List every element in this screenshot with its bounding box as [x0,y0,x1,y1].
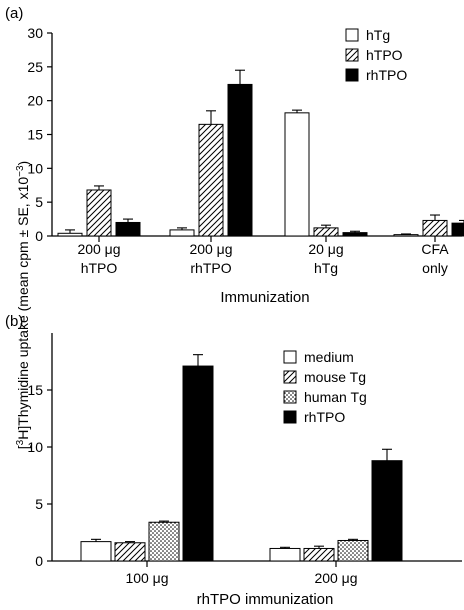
panel-a-bar-htg [169,229,195,237]
panel-a-category-label: 200 μg [77,241,120,257]
panel-b-legend-swatch [283,370,297,384]
panel-a-bar-rhtpo [227,83,253,237]
panel-b-bar-medium [269,547,301,562]
panel-b-x-axis-label: rhTPO immunization [197,591,334,608]
panel-b-chart: 0 5 10 15 100 μg 200 μg medium mouse Tg human Tg… [27,333,462,586]
panel-a-legend-label: hTPO [366,47,403,63]
panel-b-legend-swatch [283,410,297,424]
panel-a-x-axis-label: Immunization [220,289,309,306]
panel-b-y-tick-label: 10 [27,439,43,455]
panel-b-category-label: 200 μg [314,570,357,586]
panel-b-bar-human-tg [337,539,369,562]
panel-b-legend-swatch [283,390,297,404]
panel-a-bar-htpo [313,227,339,237]
panel-a-bar-htpo [86,189,112,237]
panel-a-category-sublabel: rhTPO [190,260,231,276]
panel-b-bar-mouse-tg [303,547,335,562]
panel-a-bar-htg [284,112,310,237]
panel-b-y-tick-label: 5 [35,496,43,512]
panel-b-legend-swatch [283,350,297,364]
panel-a-bar-htg [57,232,83,237]
panel-a-bar-rhtpo [342,232,368,237]
y-axis-label: [3H]Thymidine uptake (mean cpm ± SE, x10… [15,161,31,449]
panel-a-y-tick-label: 15 [27,127,43,143]
panel-a-bar-rhtpo [115,221,141,237]
panel-a-label: (a) [5,5,23,22]
panel-a-category-sublabel: hTg [314,260,338,276]
panel-b-legend-label: rhTPO [304,409,345,425]
panel-b-bar-human-tg [148,521,180,562]
panel-a-legend-swatch [345,28,359,42]
panel-a-legend-label: hTg [366,27,390,43]
panel-a-chart: 0 5 10 15 20 25 30 200 μg hTPO 200 μg rhTPO 20 μg hT… [27,25,464,276]
panel-b-y-tick-label: 15 [27,382,43,398]
panel-a-y-tick-label: 10 [27,160,43,176]
panel-a-y-tick-label: 30 [27,25,43,41]
panel-a-bar-htpo [422,219,448,237]
panel-b-category-label: 100 μg [125,570,168,586]
panel-a-legend-label: rhTPO [366,67,407,83]
panel-b-bar-medium [80,541,112,562]
panel-b-legend-label: human Tg [304,389,367,405]
panel-b-legend-label: medium [304,349,354,365]
panel-a-legend-swatch [345,68,359,82]
panel-a-y-tick-label: 0 [35,228,43,244]
panel-a-category-label: 200 μg [189,241,232,257]
panel-b-bar-mouse-tg [114,542,146,562]
panel-a-category-sublabel: hTPO [81,260,118,276]
panel-b-y-tick-label: 0 [35,553,43,569]
panel-a-bar-htg [393,234,419,237]
panel-b-bar-rhtpo [182,365,214,562]
panel-a-y-tick-label: 20 [27,93,43,109]
panel-a-y-tick-label: 5 [35,194,43,210]
panel-a-y-tick-label: 25 [27,59,43,75]
panel-b-bar-rhtpo [371,460,403,562]
panel-a-legend-swatch [345,48,359,62]
panel-a-category-sublabel: only [422,260,448,276]
panel-a-bar-rhtpo [451,222,464,237]
panel-a-bar-htpo [198,123,224,237]
panel-a-category-label: 20 μg [308,241,343,257]
panel-b-label: (b) [5,313,23,330]
panel-a-category-label: CFA [421,241,449,257]
panel-b-legend-label: mouse Tg [304,369,366,385]
